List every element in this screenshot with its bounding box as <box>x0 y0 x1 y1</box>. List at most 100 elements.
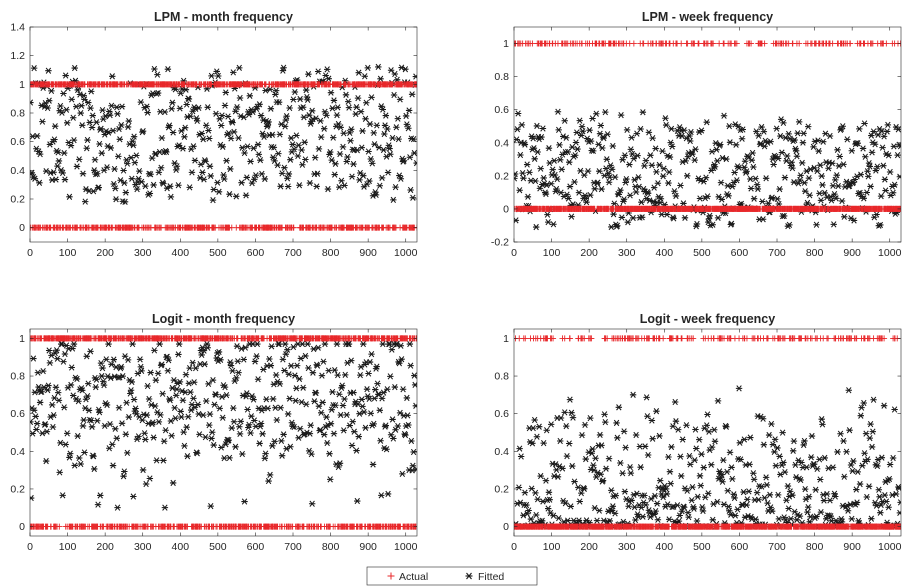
fitted-point <box>329 388 336 396</box>
fitted-point <box>639 109 647 116</box>
fitted-point <box>280 431 287 438</box>
fitted-point <box>397 175 405 182</box>
fitted-point <box>620 428 628 435</box>
fitted-point <box>170 376 178 384</box>
fitted-point <box>81 449 88 456</box>
fitted-point <box>248 413 255 420</box>
fitted-point <box>863 189 871 196</box>
fitted-point <box>318 372 326 379</box>
fitted-point <box>286 395 293 402</box>
fitted-point <box>641 443 649 450</box>
fitted-point <box>514 136 520 143</box>
fitted-point <box>261 175 269 183</box>
fitted-point <box>229 119 236 126</box>
x-tick-label: 500 <box>693 247 711 259</box>
fitted-point <box>166 183 174 190</box>
fitted-point <box>256 101 263 108</box>
fitted-point <box>75 398 82 405</box>
fitted-point <box>133 152 140 159</box>
y-tick-label: 0.8 <box>494 71 509 83</box>
fitted-point <box>890 143 898 150</box>
fitted-point <box>735 123 742 130</box>
fitted-point <box>587 137 595 145</box>
fitted-point <box>621 152 629 159</box>
fitted-point <box>662 121 670 129</box>
fitted-point <box>164 66 172 73</box>
fitted-point <box>169 384 176 392</box>
fitted-point <box>66 450 74 457</box>
fitted-point <box>553 185 560 193</box>
fitted-point <box>625 503 632 510</box>
x-tick-label: 500 <box>209 247 227 259</box>
fitted-point <box>115 125 123 133</box>
fitted-point <box>396 172 403 179</box>
fitted-point <box>753 128 760 135</box>
fitted-point <box>628 497 635 504</box>
fitted-point <box>268 343 275 350</box>
x-tick-label: 1000 <box>394 541 418 553</box>
actual-point <box>748 40 755 47</box>
fitted-point <box>32 413 39 420</box>
fitted-point <box>645 129 653 136</box>
fitted-point <box>402 431 409 439</box>
fitted-point <box>121 468 128 475</box>
fitted-point <box>378 395 386 402</box>
fitted-point <box>166 397 174 404</box>
fitted-point <box>626 192 634 199</box>
actual-point <box>883 40 890 47</box>
fitted-point <box>818 172 825 180</box>
series-fitted <box>514 385 901 530</box>
fitted-point <box>128 175 136 182</box>
fitted-point <box>44 104 51 112</box>
fitted-point <box>743 168 750 175</box>
fitted-point <box>180 429 187 436</box>
fitted-point <box>569 462 576 470</box>
fitted-point <box>347 137 354 144</box>
y-tick-label: 0.8 <box>10 371 25 383</box>
fitted-point <box>217 356 224 363</box>
fitted-point <box>542 190 550 198</box>
fitted-point <box>622 444 629 451</box>
fitted-point <box>794 130 801 137</box>
fitted-point <box>46 359 54 367</box>
fitted-point <box>568 213 575 220</box>
fitted-point <box>767 138 774 145</box>
fitted-point <box>762 175 770 182</box>
fitted-point <box>52 384 60 391</box>
fitted-point <box>186 364 193 372</box>
fitted-point <box>665 179 672 187</box>
fitted-point <box>399 386 407 393</box>
actual-point <box>847 40 854 47</box>
fitted-point <box>154 71 161 78</box>
fitted-point <box>120 473 127 480</box>
x-axis: 0 100 200 300 400 500 600 700 800 900 1000 <box>27 27 418 259</box>
fitted-point <box>720 112 728 119</box>
fitted-point <box>219 143 226 150</box>
fitted-point <box>287 134 295 142</box>
fitted-point <box>321 108 329 115</box>
fitted-point <box>275 150 282 157</box>
fitted-point <box>198 130 205 137</box>
fitted-point <box>611 174 619 181</box>
fitted-point <box>124 356 132 363</box>
fitted-point <box>355 433 362 440</box>
fitted-point <box>399 470 406 477</box>
fitted-point <box>648 162 656 169</box>
fitted-point <box>299 384 307 391</box>
fitted-point <box>896 173 901 180</box>
x-tick-label: 500 <box>209 541 227 553</box>
fitted-point <box>557 437 564 445</box>
fitted-point <box>85 380 92 387</box>
fitted-point <box>327 476 334 483</box>
fitted-point <box>100 378 107 385</box>
fitted-point <box>889 189 897 196</box>
fitted-point <box>324 66 331 73</box>
fitted-point <box>51 349 59 357</box>
panel-title: LPM - week frequency <box>642 10 773 24</box>
fitted-point <box>871 141 879 148</box>
fitted-point <box>820 138 827 145</box>
fitted-point <box>146 475 154 482</box>
fitted-point <box>108 361 115 368</box>
fitted-point <box>147 171 154 178</box>
fitted-point <box>717 179 725 186</box>
